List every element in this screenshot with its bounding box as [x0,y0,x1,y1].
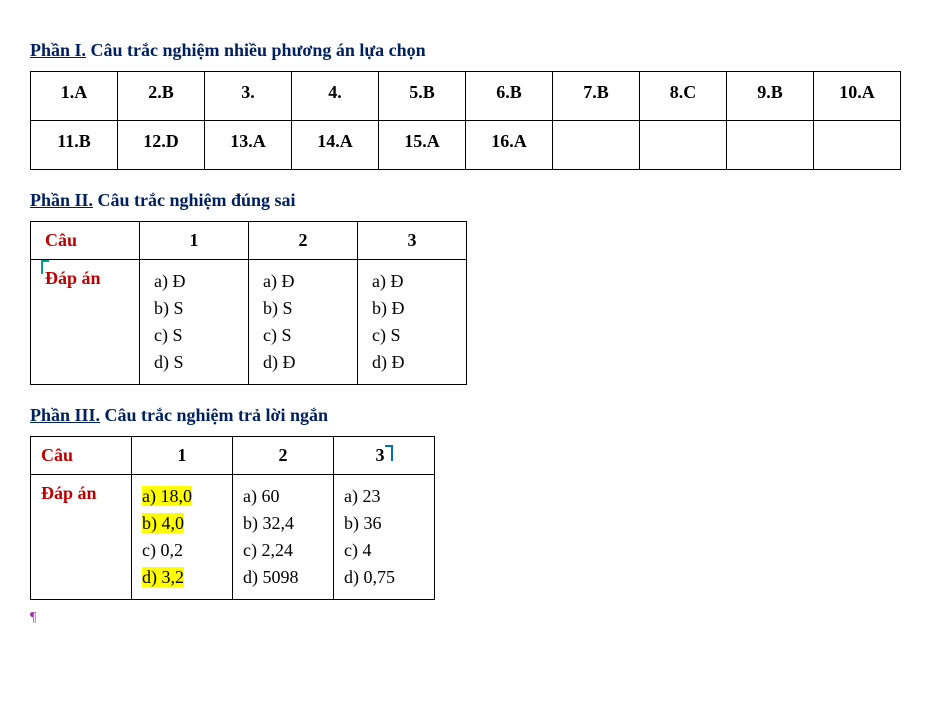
answer-line: a) Đ [372,268,452,295]
section3-col-1: 1 [132,437,233,475]
answer-text: b) 4,0 [142,513,184,533]
answer-line: d) 0,75 [344,564,424,591]
answer-line: b) S [154,295,234,322]
section3-ans-3: a) 23 b) 36 c) 4 d) 0,75 [334,475,435,600]
section2-heading: Phần II. Câu trắc nghiệm đúng sai [30,190,914,211]
answer-cell: 4. [292,72,379,121]
paragraph-mark-icon: ¶ [30,610,914,626]
section2-part-label: Phần II. [30,190,93,210]
answer-cell: 14.A [292,121,379,170]
answer-cell [727,121,814,170]
section2-table: Câu 1 2 3 Đáp án a) Đb) Sc) Sd) S a) Đb)… [30,221,467,385]
table-row: 1.A2.B3.4.5.B6.B7.B8.C9.B10.A [31,72,901,121]
answer-line: a) Đ [263,268,343,295]
answer-text: a) 60 [243,486,279,506]
answer-line: a) 23 [344,483,424,510]
answer-text: d) 0,75 [344,567,395,587]
section3-heading: Phần III. Câu trắc nghiệm trả lời ngắn [30,405,914,426]
answer-text: d) 3,2 [142,567,184,587]
section1-part-label: Phần I. [30,40,86,60]
section1-tbody: 1.A2.B3.4.5.B6.B7.B8.C9.B10.A11.B12.D13.… [31,72,901,170]
section3-col-2: 2 [233,437,334,475]
answer-line: b) S [263,295,343,322]
answer-cell [640,121,727,170]
section1-heading: Phần I. Câu trắc nghiệm nhiều phương án … [30,40,914,61]
section1-title: Câu trắc nghiệm nhiều phương án lựa chọn [91,40,426,60]
answer-line: b) 36 [344,510,424,537]
answer-line: d) S [154,349,234,376]
answer-cell: 6.B [466,72,553,121]
answer-text: d) 5098 [243,567,299,587]
section3-col-3: 3 [334,437,435,475]
answer-text: c) 2,24 [243,540,293,560]
table-row: 11.B12.D13.A14.A15.A16.A [31,121,901,170]
answer-cell: 10.A [814,72,901,121]
answer-cell: 12.D [118,121,205,170]
section2-row-header-dapan: Đáp án [31,260,140,385]
section2-col-2: 2 [249,222,358,260]
section3-row-header-dapan: Đáp án [31,475,132,600]
section2-col-1: 1 [140,222,249,260]
answer-line: a) Đ [154,268,234,295]
section1-table: 1.A2.B3.4.5.B6.B7.B8.C9.B10.A11.B12.D13.… [30,71,901,170]
answer-cell: 9.B [727,72,814,121]
answer-line: d) 5098 [243,564,323,591]
answer-text: b) 32,4 [243,513,294,533]
section2-ans-1: a) Đb) Sc) Sd) S [140,260,249,385]
answer-cell: 2.B [118,72,205,121]
table-row: Đáp án a) 18,0 b) 4,0 c) 0,2 d) 3,2 a) 60 b)… [31,475,435,600]
table-row: Câu 1 2 3 [31,437,435,475]
section2-col-3: 3 [358,222,467,260]
answer-text: a) 23 [344,486,380,506]
answer-line: c) 0,2 [142,537,222,564]
section2-title: Câu trắc nghiệm đúng sai [98,190,296,210]
answer-cell: 8.C [640,72,727,121]
answer-cell [814,121,901,170]
section3-table: Câu 1 2 3 Đáp án a) 18,0 b) 4,0 c) 0,2 d) 3… [30,436,435,600]
section3-part-label: Phần III. [30,405,100,425]
answer-line: c) S [372,322,452,349]
section2-ans-2: a) Đb) Sc) Sd) Đ [249,260,358,385]
section2-ans-3: a) Đb) Đc) Sd) Đ [358,260,467,385]
answer-line: b) 32,4 [243,510,323,537]
table-row: Đáp án a) Đb) Sc) Sd) S a) Đb) Sc) Sd) Đ… [31,260,467,385]
section3-title: Câu trắc nghiệm trả lời ngắn [105,405,328,425]
answer-cell: 11.B [31,121,118,170]
section3-row-header-cau: Câu [31,437,132,475]
answer-cell: 15.A [379,121,466,170]
answer-text: c) 0,2 [142,540,183,560]
answer-line: c) S [154,322,234,349]
section3-ans-2: a) 60 b) 32,4 c) 2,24 d) 5098 [233,475,334,600]
answer-cell: 13.A [205,121,292,170]
answer-line: d) Đ [263,349,343,376]
section3-ans-1: a) 18,0 b) 4,0 c) 0,2 d) 3,2 [132,475,233,600]
answer-cell: 1.A [31,72,118,121]
answer-text: c) 4 [344,540,371,560]
section2-row-header-cau: Câu [31,222,140,260]
answer-cell: 7.B [553,72,640,121]
answer-cell: 3. [205,72,292,121]
answer-line: d) Đ [372,349,452,376]
answer-line: c) S [263,322,343,349]
answer-line: b) Đ [372,295,452,322]
answer-cell: 5.B [379,72,466,121]
answer-line: a) 18,0 [142,483,222,510]
answer-line: c) 2,24 [243,537,323,564]
answer-line: c) 4 [344,537,424,564]
answer-line: b) 4,0 [142,510,222,537]
answer-line: d) 3,2 [142,564,222,591]
answer-cell [553,121,640,170]
answer-text: b) 36 [344,513,382,533]
answer-line: a) 60 [243,483,323,510]
answer-text: a) 18,0 [142,486,192,506]
table-row: Câu 1 2 3 [31,222,467,260]
answer-cell: 16.A [466,121,553,170]
